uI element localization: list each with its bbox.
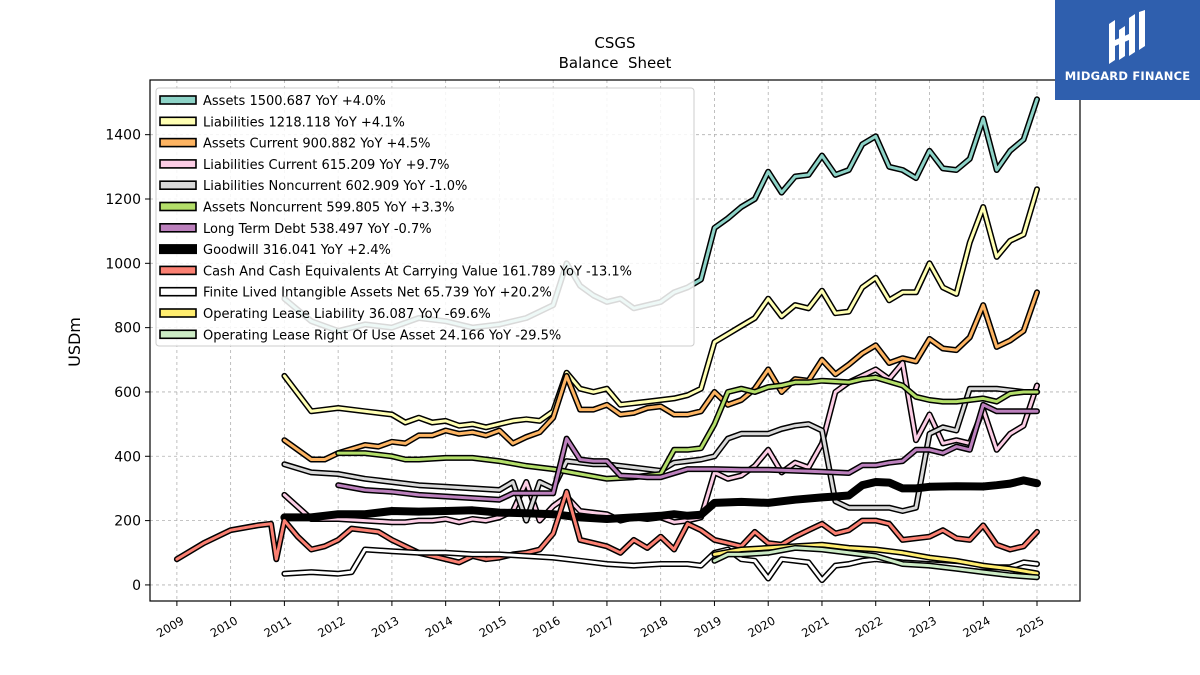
series-7: [280, 476, 1041, 523]
x-tick-label: 2014: [423, 613, 455, 640]
x-tick-label: 2025: [1014, 613, 1046, 640]
legend-swatch: [159, 223, 197, 233]
series-1: [281, 186, 1040, 431]
series-lines: [173, 96, 1041, 584]
x-tick-label: 2023: [907, 613, 939, 640]
legend-swatch: [159, 137, 197, 148]
series-8: [173, 488, 1040, 566]
x-tick-label: 2015: [477, 613, 509, 640]
legend-entry: Assets Current 900.882 YoY +4.5%: [159, 137, 430, 152]
chart-subtitle: Balance Sheet: [559, 54, 672, 72]
series-2: [281, 289, 1040, 463]
series-line: [282, 290, 1039, 461]
legend-entry: Operating Lease Right Of Use Asset 24.16…: [159, 328, 561, 343]
legend-box: [155, 87, 695, 347]
legend-entry: Cash And Cash Equivalents At Carrying Va…: [159, 264, 632, 279]
legend: Assets 1500.687 YoY +4.0% Liabilities 121…: [155, 87, 695, 347]
series-line: [282, 387, 1039, 523]
legend-swatch: [159, 244, 197, 255]
legend-label: Cash And Cash Equivalents At Carrying Va…: [203, 264, 632, 279]
legend-swatch: [159, 159, 197, 169]
legend-label: Assets Noncurrent 599.805 YoY +3.3%: [203, 201, 454, 216]
x-tick-label: 2017: [584, 613, 616, 640]
x-tick-label: 2012: [315, 613, 347, 640]
series-10: [711, 541, 1040, 577]
legend-swatch: [159, 180, 197, 190]
y-tick-label: 1000: [105, 256, 141, 272]
logo-text: MIDGARD FINANCE: [1064, 69, 1191, 83]
legend-entry: Long Term Debt 538.497 YoY -0.7%: [159, 222, 432, 237]
legend-swatch: [159, 286, 197, 297]
y-tick-label: 800: [114, 321, 141, 337]
legend-swatch: [159, 201, 197, 212]
x-tick-label: 2020: [745, 613, 777, 640]
logo-mark-icon: [1109, 10, 1145, 64]
legend-label: Goodwill 316.041 YoY +2.4%: [203, 243, 391, 258]
x-tick-label: 2013: [369, 613, 401, 640]
y-tick-label: 200: [114, 514, 141, 530]
legend-entry: Liabilities Current 615.209 YoY +9.7%: [159, 158, 450, 173]
midgard-finance-logo: MIDGARD FINANCE: [1055, 0, 1200, 100]
series-11: [711, 544, 1040, 581]
legend-swatch: [159, 116, 197, 127]
series-line: [336, 376, 1039, 481]
legend-label: Operating Lease Liability 36.087 YoY -69…: [203, 307, 491, 322]
legend-label: Long Term Debt 538.497 YoY -0.7%: [203, 222, 432, 237]
series-line: [175, 490, 1039, 564]
legend-entry: Assets Noncurrent 599.805 YoY +3.3%: [159, 201, 454, 216]
x-tick-label: 2009: [154, 613, 186, 640]
series-4: [281, 385, 1040, 524]
legend-label: Finite Lived Intangible Assets Net 65.73…: [203, 286, 552, 301]
legend-entry: Goodwill 316.041 YoY +2.4%: [159, 243, 391, 258]
legend-swatch: [159, 265, 197, 276]
y-axis-label: USDm: [65, 317, 84, 367]
legend-label: Liabilities Current 615.209 YoY +9.7%: [203, 158, 450, 173]
y-tick-label: 400: [114, 449, 141, 465]
legend-label: Assets 1500.687 YoY +4.0%: [203, 94, 386, 109]
legend-entry: Operating Lease Liability 36.087 YoY -69…: [159, 307, 491, 322]
x-tick-label: 2022: [853, 613, 885, 640]
series-line: [336, 403, 1039, 502]
x-tick-label: 2024: [960, 613, 992, 640]
legend-swatch: [159, 95, 197, 105]
x-tick-label: 2018: [638, 613, 670, 640]
legend-entry: Liabilities 1218.118 YoY +4.1%: [159, 115, 405, 130]
series-5: [335, 374, 1040, 482]
series-line: [282, 187, 1039, 429]
x-tick-label: 2010: [208, 613, 240, 640]
legend-swatch: [159, 329, 197, 340]
legend-entry: Assets 1500.687 YoY +4.0%: [159, 94, 386, 109]
series-line: [282, 361, 1039, 524]
legend-entry: Liabilities Noncurrent 602.909 YoY -1.0%: [159, 179, 467, 194]
y-tick-label: 1200: [105, 192, 141, 208]
y-tick-label: 600: [114, 385, 141, 401]
plot-frame: [149, 79, 1081, 602]
series-line: [713, 543, 1039, 575]
series-6: [335, 401, 1040, 503]
series-line: [280, 476, 1041, 523]
y-tick-label: 1400: [105, 128, 141, 144]
legend-label: Operating Lease Right Of Use Asset 24.16…: [203, 328, 561, 343]
series-line: [713, 546, 1039, 579]
legend-entry: Finite Lived Intangible Assets Net 65.73…: [159, 286, 552, 301]
legend-swatch: [159, 308, 197, 318]
x-tick-label: 2021: [799, 613, 831, 640]
legend-label: Liabilities 1218.118 YoY +4.1%: [203, 115, 405, 130]
x-tick-label: 2016: [530, 613, 562, 640]
y-tick-label: 0: [132, 578, 141, 594]
legend-label: Liabilities Noncurrent 602.909 YoY -1.0%: [203, 179, 467, 194]
legend-label: Assets Current 900.882 YoY +4.5%: [203, 137, 430, 152]
chart-title: CSGS: [594, 34, 635, 52]
x-tick-label: 2019: [692, 613, 724, 640]
x-tick-label: 2011: [262, 613, 294, 640]
series-3: [281, 360, 1040, 526]
